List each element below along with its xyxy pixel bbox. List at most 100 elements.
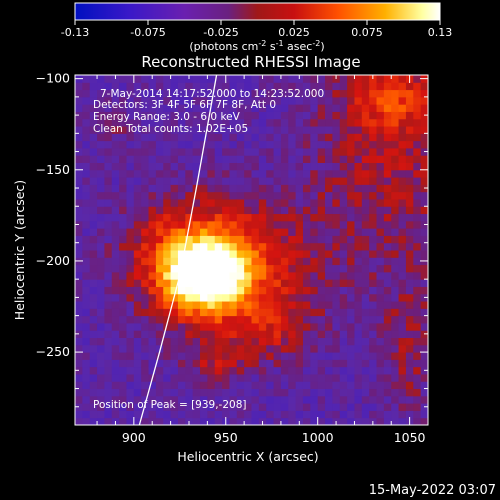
heatmap-cell <box>383 322 392 331</box>
heatmap-cell <box>369 184 378 193</box>
chart-title: Reconstructed RHESSI Image <box>141 53 360 71</box>
heatmap-cell <box>177 322 186 331</box>
heatmap-cell <box>295 366 304 375</box>
heatmap-cell <box>200 75 208 83</box>
heatmap-cell <box>104 337 113 346</box>
heatmap-cell <box>347 337 355 346</box>
heatmap-cell <box>75 96 83 105</box>
heatmap-cell <box>133 228 142 236</box>
heatmap-cell <box>295 286 304 295</box>
heatmap-cell <box>89 75 98 83</box>
heatmap-cell <box>376 417 385 425</box>
heatmap-cell <box>75 206 83 215</box>
heatmap-cell <box>251 162 260 171</box>
heatmap-cell <box>251 133 260 142</box>
heatmap-cell <box>288 242 297 251</box>
heatmap-cell <box>280 286 289 295</box>
heatmap-cell <box>310 242 319 251</box>
heatmap-cell <box>413 257 422 266</box>
heatmap-cell <box>170 177 179 185</box>
heatmap-cell <box>376 169 385 178</box>
heatmap-cell <box>214 344 223 353</box>
heatmap-cell <box>295 191 304 200</box>
heatmap-cell <box>177 126 186 134</box>
heatmap-cell <box>383 89 392 98</box>
heatmap-cell <box>361 417 370 425</box>
heatmap-cell <box>133 359 142 368</box>
heatmap-cell <box>104 133 113 142</box>
heatmap-cell <box>155 213 164 222</box>
heatmap-cell <box>97 388 105 397</box>
heatmap-cell <box>119 352 127 360</box>
heatmap-cell <box>295 359 304 368</box>
heatmap-cell <box>280 169 289 178</box>
heatmap-cell <box>89 228 98 236</box>
heatmap-cell <box>89 104 98 112</box>
heatmap-cell <box>266 235 275 244</box>
heatmap-cell <box>258 213 267 222</box>
heatmap-cell <box>192 395 201 404</box>
heatmap-cell <box>236 220 245 229</box>
heatmap-cell <box>317 308 326 317</box>
heatmap-cell <box>369 301 378 309</box>
heatmap-cell <box>163 271 172 280</box>
heatmap-cell <box>82 147 91 156</box>
heatmap-cell <box>229 301 238 309</box>
heatmap-cell <box>141 198 150 207</box>
heatmap-cell <box>133 271 142 280</box>
heatmap-cell <box>104 286 113 295</box>
heatmap-cell <box>89 191 98 200</box>
heatmap-cell <box>317 271 326 280</box>
heatmap-cell <box>200 118 208 127</box>
heatmap-cell <box>222 96 230 105</box>
heatmap-cell <box>185 381 194 390</box>
heatmap-cell <box>148 111 157 120</box>
heatmap-cell <box>111 184 120 193</box>
heatmap-cell <box>133 286 142 295</box>
heatmap-cell <box>354 417 363 425</box>
heatmap-cell <box>141 286 150 295</box>
heatmap-cell <box>258 162 267 171</box>
heatmap-cell <box>155 235 164 244</box>
heatmap-cell <box>192 126 201 134</box>
heatmap-cell <box>119 381 127 390</box>
heatmap-cell <box>104 89 113 98</box>
heatmap-cell <box>170 96 179 105</box>
heatmap-cell <box>104 410 113 419</box>
heatmap-cell <box>266 337 275 346</box>
heatmap-cell <box>302 359 311 368</box>
heatmap-cell <box>405 133 414 142</box>
heatmap-cell <box>111 213 120 222</box>
heatmap-cell <box>163 140 172 149</box>
heatmap-cell <box>354 301 363 309</box>
heatmap-cell <box>317 104 326 112</box>
heatmap-cell <box>163 373 172 382</box>
heatmap-cell <box>317 286 326 295</box>
heatmap-cell <box>369 118 378 127</box>
heatmap-cell <box>325 177 333 185</box>
heatmap-cell <box>141 366 150 375</box>
heatmap-cell <box>111 242 120 251</box>
heatmap-cell <box>369 410 378 419</box>
heatmap-cell <box>310 344 319 353</box>
heatmap-cell <box>192 257 201 266</box>
heatmap-cell <box>214 184 223 193</box>
heatmap-cell <box>163 169 172 178</box>
heatmap-cell <box>141 184 150 193</box>
heatmap-cell <box>413 395 422 404</box>
heatmap-cell <box>170 184 179 193</box>
heatmap-cell <box>317 395 326 404</box>
heatmap-cell <box>354 133 363 142</box>
heatmap-cell <box>288 133 297 142</box>
heatmap-cell <box>339 169 348 178</box>
heatmap-cell <box>391 417 400 425</box>
heatmap-cell <box>398 228 407 236</box>
heatmap-cell <box>214 250 223 258</box>
heatmap-cell <box>347 381 355 390</box>
heatmap-cell <box>405 286 414 295</box>
heatmap-cell <box>347 147 355 156</box>
heatmap-cell <box>273 381 282 390</box>
heatmap-cell <box>236 344 245 353</box>
heatmap-cell <box>317 82 326 91</box>
heatmap-cell <box>119 169 127 178</box>
